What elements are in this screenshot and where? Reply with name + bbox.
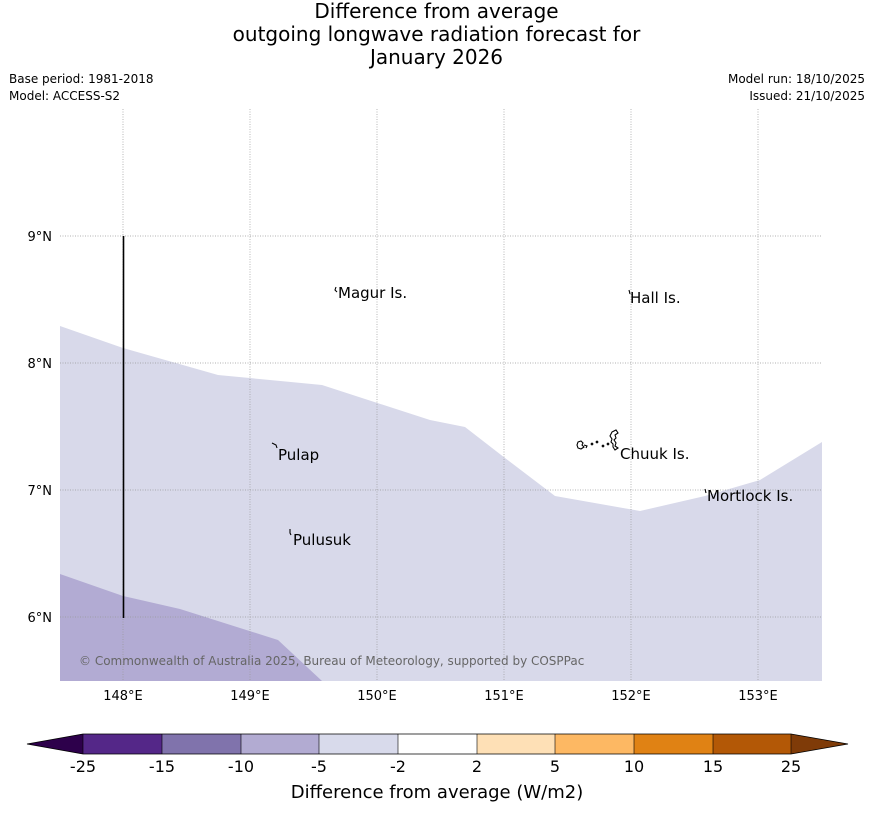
place-label-pulap: Pulap: [278, 446, 319, 464]
colorbar-swatch-6: [477, 734, 555, 754]
model-text: Model: ACCESS-S2: [9, 89, 121, 103]
colorbar-tick-8: 10: [624, 757, 644, 776]
gridlines: [60, 109, 822, 681]
colorbar-tick-10: 25: [781, 757, 801, 776]
colorbar-tick-7: 5: [550, 757, 560, 776]
title-line-3: January 2026: [369, 45, 504, 69]
colorbar-tick-9: 15: [703, 757, 723, 776]
colorbar-tick-5: -2: [390, 757, 406, 776]
colorbar-swatch-over: [791, 734, 848, 754]
title-line-1: Difference from average: [314, 0, 559, 23]
lon-labels: 148°E 149°E 150°E 151°E 152°E 153°E: [103, 689, 778, 704]
lat-label-7n: 7°N: [28, 484, 53, 499]
island-markers: [271, 286, 707, 536]
lat-label-9n: 9°N: [28, 230, 53, 245]
colorbar: -25 -15 -10 -5 -2 2 5 10 15 25 Differenc…: [26, 733, 849, 803]
issued-text: Issued: 21/10/2025: [749, 89, 865, 103]
anomaly-region-minus5-minus2: [60, 326, 822, 681]
colorbar-tick-2: -15: [149, 757, 175, 776]
colorbar-swatch-9: [713, 734, 791, 754]
chart-title: Difference from average outgoing longwav…: [0, 0, 873, 69]
colorbar-ticks: -25 -15 -10 -5 -2 2 5 10 15 25: [70, 757, 801, 776]
colorbar-swatch-4: [319, 734, 398, 754]
place-label-hall: Hall Is.: [630, 289, 681, 307]
place-label-mortlock: Mortlock Is.: [707, 487, 793, 505]
lon-label-152e: 152°E: [611, 689, 651, 704]
mortlock-island-shape: [704, 488, 707, 494]
colorbar-swatch-3: [241, 734, 319, 754]
chuuk-islands-shape: [576, 429, 619, 451]
colorbar-tick-6: 2: [472, 757, 482, 776]
anomaly-region-minus10-minus5: [60, 574, 322, 681]
pulap-island-shape: [271, 442, 278, 449]
lon-label-148e: 148°E: [103, 689, 143, 704]
lon-label-153e: 153°E: [738, 689, 778, 704]
colorbar-swatch-5: [398, 734, 477, 754]
colorbar-tick-4: -5: [311, 757, 327, 776]
copyright-text: © Commonwealth of Australia 2025, Bureau…: [79, 654, 584, 668]
pulusuk-island-shape: [289, 529, 292, 536]
base-period-text: Base period: 1981-2018: [9, 72, 154, 86]
model-run-text: Model run: 18/10/2025: [727, 72, 865, 86]
colorbar-swatch-1: [83, 734, 162, 754]
map-plot: Magur Is. Hall Is. Pulap Chuuk Is. Mortl…: [60, 109, 822, 681]
colorbar-swatch-7: [555, 734, 634, 754]
hall-island-shape: [628, 289, 631, 295]
colorbar-title: Difference from average (W/m2): [291, 782, 583, 803]
magur-island-shape: [334, 286, 338, 293]
place-label-chuuk: Chuuk Is.: [620, 445, 689, 463]
colorbar-tick-3: -10: [228, 757, 254, 776]
colorbar-swatch-8: [634, 734, 713, 754]
colorbar-dividers: [82, 734, 792, 754]
meta-right: Model run: 18/10/2025 Issued: 21/10/2025: [728, 71, 865, 105]
place-label-pulusuk: Pulusuk: [293, 531, 351, 549]
meta-left: Base period: 1981-2018 Model: ACCESS-S2: [9, 71, 154, 105]
colorbar-tick-1: -25: [70, 757, 96, 776]
lat-label-6n: 6°N: [28, 611, 53, 626]
colorbar-swatch-under: [27, 734, 83, 754]
lon-label-149e: 149°E: [230, 689, 270, 704]
title-line-2: outgoing longwave radiation forecast for: [232, 22, 641, 46]
lon-label-150e: 150°E: [357, 689, 397, 704]
lat-label-8n: 8°N: [28, 357, 53, 372]
lon-label-151e: 151°E: [484, 689, 524, 704]
lat-labels: 9°N 8°N 7°N 6°N: [28, 230, 53, 626]
colorbar-swatch-2: [162, 734, 241, 754]
place-label-magur: Magur Is.: [338, 284, 407, 302]
